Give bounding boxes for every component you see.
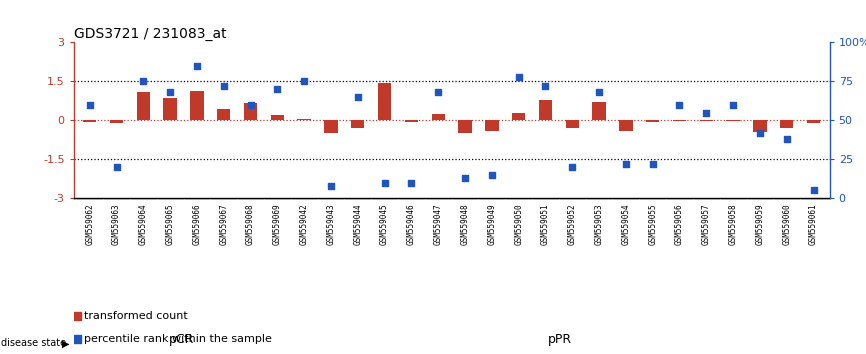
Point xyxy=(216,83,230,89)
Point xyxy=(378,180,391,185)
Text: GDS3721 / 231083_at: GDS3721 / 231083_at xyxy=(74,28,226,41)
Point xyxy=(512,74,526,80)
Point xyxy=(270,86,284,92)
Text: GSM559049: GSM559049 xyxy=(488,203,496,245)
Bar xyxy=(646,120,659,122)
Bar xyxy=(164,98,177,120)
Point xyxy=(190,63,204,69)
Text: GSM559068: GSM559068 xyxy=(246,203,255,245)
Bar xyxy=(753,120,766,132)
Text: GSM559047: GSM559047 xyxy=(434,203,443,245)
Point xyxy=(110,164,124,170)
Text: GSM559062: GSM559062 xyxy=(85,203,94,245)
Point xyxy=(539,83,553,89)
Bar xyxy=(485,120,499,131)
Text: GSM559046: GSM559046 xyxy=(407,203,416,245)
Bar xyxy=(217,109,230,120)
Text: percentile rank within the sample: percentile rank within the sample xyxy=(85,334,272,344)
Point xyxy=(619,161,633,167)
Bar xyxy=(83,120,96,122)
Text: GSM559055: GSM559055 xyxy=(648,203,657,245)
Point xyxy=(753,130,767,136)
Point xyxy=(431,90,445,95)
Text: GSM559061: GSM559061 xyxy=(809,203,818,245)
Text: GSM559066: GSM559066 xyxy=(192,203,202,245)
Bar xyxy=(244,103,257,120)
Text: disease state: disease state xyxy=(1,338,66,348)
Bar xyxy=(404,120,418,122)
Text: GSM559054: GSM559054 xyxy=(622,203,630,245)
Bar xyxy=(271,115,284,120)
Bar xyxy=(110,120,123,124)
Text: GSM559044: GSM559044 xyxy=(353,203,362,245)
Bar xyxy=(619,120,632,131)
Bar xyxy=(700,120,713,121)
Point xyxy=(779,136,793,142)
Point xyxy=(485,172,499,178)
Text: GSM559051: GSM559051 xyxy=(541,203,550,245)
Text: pCR: pCR xyxy=(169,333,194,346)
Text: GSM559056: GSM559056 xyxy=(675,203,684,245)
Text: transformed count: transformed count xyxy=(85,311,188,321)
Bar xyxy=(592,102,606,120)
Bar xyxy=(378,84,391,120)
Text: GSM559048: GSM559048 xyxy=(461,203,469,245)
Bar xyxy=(351,120,365,128)
Bar xyxy=(137,92,150,120)
Point xyxy=(324,183,338,189)
Text: GSM559069: GSM559069 xyxy=(273,203,281,245)
Text: GSM559050: GSM559050 xyxy=(514,203,523,245)
Bar xyxy=(780,120,793,128)
Point xyxy=(243,102,257,108)
Text: GSM559053: GSM559053 xyxy=(595,203,604,245)
Point xyxy=(163,90,177,95)
Bar xyxy=(727,120,740,121)
Point xyxy=(727,102,740,108)
Text: GSM559059: GSM559059 xyxy=(755,203,765,245)
Point xyxy=(673,102,687,108)
Point xyxy=(646,161,660,167)
Text: pPR: pPR xyxy=(547,333,572,346)
Text: GSM559058: GSM559058 xyxy=(728,203,738,245)
Text: GSM559042: GSM559042 xyxy=(300,203,308,245)
Text: GSM559064: GSM559064 xyxy=(139,203,148,245)
Text: GSM559057: GSM559057 xyxy=(701,203,711,245)
Point xyxy=(83,102,97,108)
Bar xyxy=(565,120,579,128)
Bar xyxy=(297,119,311,120)
Bar xyxy=(458,120,472,133)
Bar xyxy=(673,120,686,121)
Point xyxy=(136,79,150,84)
Point xyxy=(404,180,418,185)
Point xyxy=(351,94,365,100)
Text: GSM559043: GSM559043 xyxy=(326,203,335,245)
Bar xyxy=(512,113,526,120)
Bar xyxy=(807,120,820,123)
Point xyxy=(806,188,820,193)
Text: GSM559052: GSM559052 xyxy=(568,203,577,245)
Point xyxy=(592,90,606,95)
Bar xyxy=(191,91,204,120)
Point xyxy=(458,175,472,181)
Bar xyxy=(431,114,445,120)
Point xyxy=(700,110,714,115)
Bar xyxy=(324,120,338,133)
Text: GSM559065: GSM559065 xyxy=(165,203,175,245)
Bar xyxy=(539,99,553,120)
Text: GSM559045: GSM559045 xyxy=(380,203,389,245)
Text: GSM559063: GSM559063 xyxy=(112,203,121,245)
Point xyxy=(565,164,579,170)
Point xyxy=(297,79,311,84)
Text: ▶: ▶ xyxy=(62,338,70,348)
Text: GSM559067: GSM559067 xyxy=(219,203,229,245)
Point xyxy=(314,189,328,195)
Text: GSM559060: GSM559060 xyxy=(782,203,792,245)
